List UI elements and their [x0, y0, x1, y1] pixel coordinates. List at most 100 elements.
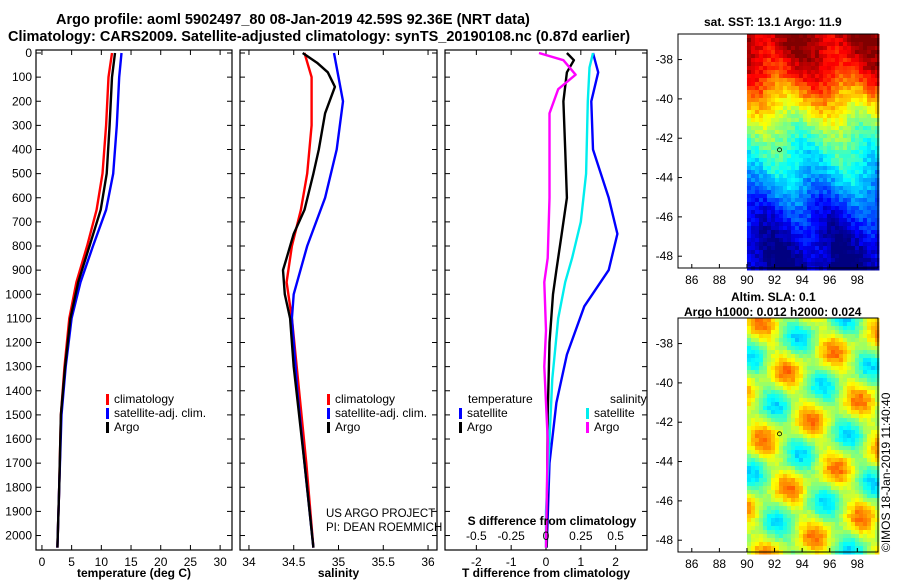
map-cell — [846, 42, 852, 47]
map-cell — [826, 542, 832, 547]
map-cell — [774, 234, 780, 239]
map-cell — [834, 346, 840, 351]
map-cell — [870, 146, 876, 151]
map-cell — [858, 478, 864, 483]
map-cell — [762, 426, 768, 431]
map-cell — [782, 254, 788, 259]
map-cell — [870, 442, 876, 447]
map-cell — [858, 510, 864, 515]
legend-swatch-temperature — [459, 422, 462, 433]
map-cell — [782, 50, 788, 55]
x-tick-label-temperature: 30 — [213, 555, 227, 569]
map-cell — [830, 46, 836, 51]
map-cell — [822, 138, 828, 143]
map-cell — [854, 186, 860, 191]
map-cell — [846, 54, 852, 59]
map-cell — [838, 350, 844, 355]
map-cell — [874, 470, 880, 475]
map-cell — [854, 62, 860, 67]
map-cell — [806, 134, 812, 139]
map-cell — [746, 94, 752, 99]
map-cell — [866, 458, 872, 463]
map-cell — [818, 130, 824, 135]
map-cell — [850, 54, 856, 59]
map-cell — [794, 90, 800, 95]
map-cell — [786, 190, 792, 195]
map-cell — [762, 318, 768, 323]
map-cell — [874, 206, 880, 211]
map-cell — [746, 318, 752, 323]
map-cell — [810, 214, 816, 219]
map-cell — [794, 126, 800, 131]
map-cell — [794, 350, 800, 355]
map-cell — [846, 418, 852, 423]
map-cell — [814, 458, 820, 463]
map-cell — [782, 434, 788, 439]
map-cell — [830, 534, 836, 539]
map-cell — [862, 374, 868, 379]
map-cell — [798, 46, 804, 51]
map-cell — [746, 62, 752, 67]
map-cell — [846, 134, 852, 139]
map-cell — [746, 506, 752, 511]
map-cell — [774, 114, 780, 119]
map-cell — [802, 134, 808, 139]
map-cell — [794, 358, 800, 363]
map-cell — [766, 178, 772, 183]
map-cell — [870, 222, 876, 227]
map-cell — [786, 62, 792, 67]
map-cell — [818, 262, 824, 267]
map-cell — [826, 206, 832, 211]
map-cell — [806, 234, 812, 239]
map-cell — [754, 38, 760, 43]
map-cell — [834, 418, 840, 423]
map-cell — [802, 118, 808, 123]
map-cell — [866, 474, 872, 479]
map-cell — [826, 350, 832, 355]
map-cell — [822, 38, 828, 43]
map-cell — [762, 462, 768, 467]
map-cell — [762, 242, 768, 247]
map-cell — [766, 54, 772, 59]
map-cell — [806, 486, 812, 491]
map-cell — [850, 374, 856, 379]
map-cell — [758, 242, 764, 247]
map-cell — [830, 82, 836, 87]
map-cell — [778, 406, 784, 411]
map-cell — [754, 210, 760, 215]
map-cell — [782, 418, 788, 423]
map-cell — [778, 466, 784, 471]
map-cell — [798, 242, 804, 247]
map-cell — [790, 190, 796, 195]
map-cell — [750, 538, 756, 543]
map-cell — [810, 502, 816, 507]
map-cell — [834, 42, 840, 47]
map-cell — [806, 354, 812, 359]
map-cell — [874, 82, 880, 87]
map-cell — [850, 246, 856, 251]
map-cell — [806, 222, 812, 227]
map-cell — [758, 442, 764, 447]
map-cell — [746, 58, 752, 63]
map-cell — [762, 366, 768, 371]
map-cell — [750, 102, 756, 107]
map-cell — [834, 198, 840, 203]
map-cell — [802, 162, 808, 167]
map-cell — [774, 462, 780, 467]
map-cell — [758, 134, 764, 139]
map-cell — [770, 142, 776, 147]
map-cell — [774, 502, 780, 507]
map-cell — [774, 54, 780, 59]
map-cell — [770, 482, 776, 487]
map-cell — [798, 170, 804, 175]
map-cell — [822, 222, 828, 227]
map-cell — [818, 174, 824, 179]
map-cell — [866, 238, 872, 243]
map-cell — [850, 378, 856, 383]
map-cell — [874, 70, 880, 75]
map-cell — [818, 194, 824, 199]
map-cell — [758, 530, 764, 535]
map-cell — [838, 470, 844, 475]
map-cell — [762, 50, 768, 55]
map-cell — [822, 234, 828, 239]
